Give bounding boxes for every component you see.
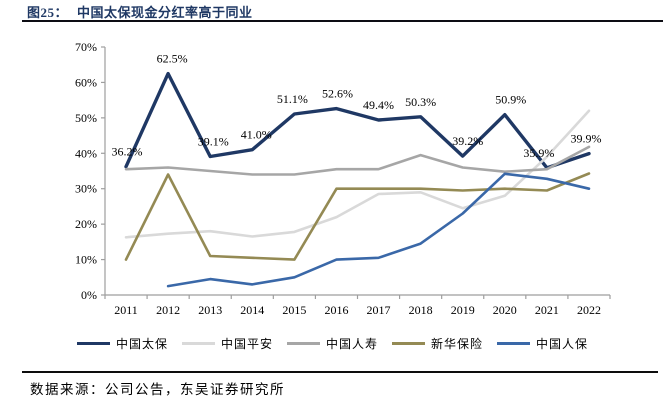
data-label: 50.9% bbox=[495, 93, 526, 107]
legend-label: 中国太保 bbox=[115, 336, 168, 351]
series-line-中国太保 bbox=[124, 71, 591, 170]
series-line-中国人寿 bbox=[124, 145, 591, 176]
series-line-新华保险 bbox=[124, 172, 591, 261]
y-tick-label: 20% bbox=[75, 217, 97, 231]
title-divider bbox=[22, 20, 663, 22]
dividend-ratio-line-chart: 0% 10% 20% 30% 40% 50% 60% 70% 2011 2012 2013 2014 2… bbox=[75, 40, 611, 317]
data-label: 50.3% bbox=[405, 95, 436, 109]
data-label: 51.1% bbox=[277, 92, 308, 106]
legend-swatch-icon bbox=[76, 341, 110, 345]
x-tick-label: 2014 bbox=[240, 303, 264, 317]
legend-item-中国平安: 中国平安 bbox=[181, 335, 273, 352]
data-label: 39.9% bbox=[570, 132, 601, 146]
legend-swatch-icon bbox=[286, 341, 320, 345]
data-source: 数据来源：公司公告，东吴证券研究所 bbox=[30, 382, 285, 397]
legend-swatch-icon bbox=[497, 341, 531, 345]
legend-label: 中国人寿 bbox=[325, 336, 378, 351]
y-tick-label: 50% bbox=[75, 111, 97, 125]
y-tick-label: 40% bbox=[75, 146, 97, 160]
x-tick-label: 2011 bbox=[114, 303, 138, 317]
x-tick-label: 2013 bbox=[198, 303, 222, 317]
footer-divider bbox=[22, 371, 658, 373]
legend-item-中国人保: 中国人保 bbox=[497, 335, 588, 352]
legend-swatch-icon bbox=[392, 341, 425, 345]
data-label: 62.5% bbox=[157, 52, 188, 66]
y-tick-label: 10% bbox=[75, 253, 97, 267]
x-tick-label: 2022 bbox=[577, 303, 601, 317]
legend-swatch-icon bbox=[181, 341, 215, 345]
data-label: 52.6% bbox=[322, 87, 353, 101]
legend-label: 中国人保 bbox=[536, 336, 589, 351]
data-label: 49.4% bbox=[363, 98, 394, 112]
y-tick-label: 30% bbox=[75, 182, 97, 196]
figure-title: 图25： 中国太保现金分红率高于同业 bbox=[27, 2, 253, 21]
legend-item-新华保险: 新华保险 bbox=[392, 335, 483, 352]
data-label: 39.1% bbox=[198, 134, 229, 148]
x-tick-label: 2016 bbox=[324, 303, 348, 317]
data-label: 41.0% bbox=[241, 128, 272, 142]
data-label: 36.2% bbox=[112, 145, 143, 159]
chart-legend: 中国太保 中国平安 中国人寿 新华保险 中国人保 bbox=[0, 334, 665, 352]
x-tick-label: 2018 bbox=[409, 303, 433, 317]
x-tick-label: 2020 bbox=[493, 303, 517, 317]
x-tick-label: 2021 bbox=[535, 303, 559, 317]
legend-item-中国人寿: 中国人寿 bbox=[286, 335, 378, 352]
legend-item-中国太保: 中国太保 bbox=[76, 335, 168, 352]
y-tick-label: 60% bbox=[75, 75, 97, 89]
legend-label: 新华保险 bbox=[431, 336, 484, 351]
figure-number: 图25： bbox=[27, 5, 69, 20]
x-tick-label: 2017 bbox=[367, 303, 391, 317]
figure-title-text: 中国太保现金分红率高于同业 bbox=[77, 5, 253, 20]
data-label: 35.9% bbox=[523, 146, 554, 160]
x-tick-label: 2012 bbox=[156, 303, 180, 317]
y-tick-label: 70% bbox=[75, 40, 97, 54]
series-line-中国人保 bbox=[166, 172, 591, 288]
data-label: 39.2% bbox=[452, 134, 483, 148]
x-tick-label: 2015 bbox=[282, 303, 306, 317]
y-tick-label: 0% bbox=[81, 288, 97, 302]
x-tick-label: 2019 bbox=[451, 303, 475, 317]
legend-label: 中国平安 bbox=[220, 336, 273, 351]
